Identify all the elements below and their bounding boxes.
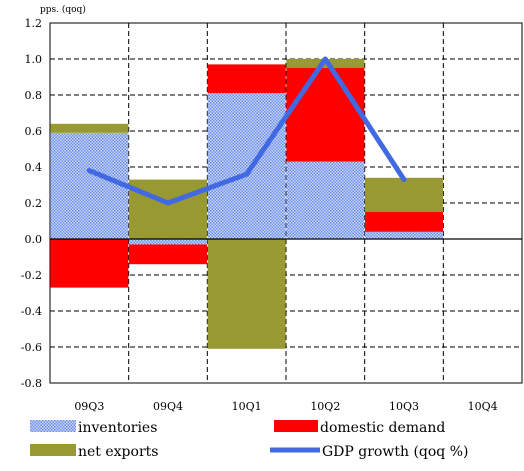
bar-net-exports [129,179,207,239]
legend-swatch-domestic-demand [274,420,318,432]
y-tick-label: 0.0 [25,233,43,246]
y-tick-label: -0.8 [21,377,42,390]
legend-label-gdp-growth-qoq-: GDP growth (qoq %) [322,444,468,460]
bar-inventories [50,132,129,239]
plot-area: 1.2 1.0 0.8 0.6 0.4 0.2 0.0 -0.2 -0.4 -0.6 -0.8 09Q… [21,17,523,413]
bar-net-exports [365,177,443,212]
y-tick-label: 0.4 [25,161,43,174]
x-tick-label: 10Q3 [389,400,419,413]
legend-label-inventories: inventories [78,420,157,436]
bar-net-exports [207,239,286,349]
bar-inventories [286,161,365,239]
legend-swatch-net-exports [30,444,76,456]
y-tick-label: 0.8 [25,89,43,102]
x-tick-label: 09Q3 [74,400,104,413]
x-tick-label: 09Q4 [153,400,183,413]
x-tick-label: 10Q4 [468,400,498,413]
y-tick-label: -0.4 [21,305,42,318]
bar-domestic-demand [207,64,286,94]
legend: inventories domestic demand net exports GDP… [30,420,468,460]
bar-inventories [365,231,443,239]
legend-label-domestic-demand: domestic demand [320,420,445,436]
legend-label-net-exports: net exports [78,444,158,460]
bar-domestic-demand [50,239,129,288]
bar-domestic-demand [365,212,443,232]
bar-domestic-demand [286,68,365,162]
y-tick-label: 1.0 [25,53,43,66]
y-tick-label: -0.6 [21,341,42,354]
bar-domestic-demand [129,244,207,265]
x-tick-label: 10Q1 [232,400,262,413]
bar-net-exports [50,123,129,133]
y-tick-label: -0.2 [21,269,42,282]
bar-inventories [129,239,207,245]
x-tick-label: 10Q2 [310,400,340,413]
y-tick-label: 0.6 [25,125,43,138]
legend-swatch-inventories [30,420,76,432]
unit-label: pps. (qoq) [40,4,86,15]
bar-inventories [207,93,286,239]
y-tick-label: 1.2 [25,17,43,30]
bars [50,59,443,349]
y-tick-label: 0.2 [25,197,43,210]
